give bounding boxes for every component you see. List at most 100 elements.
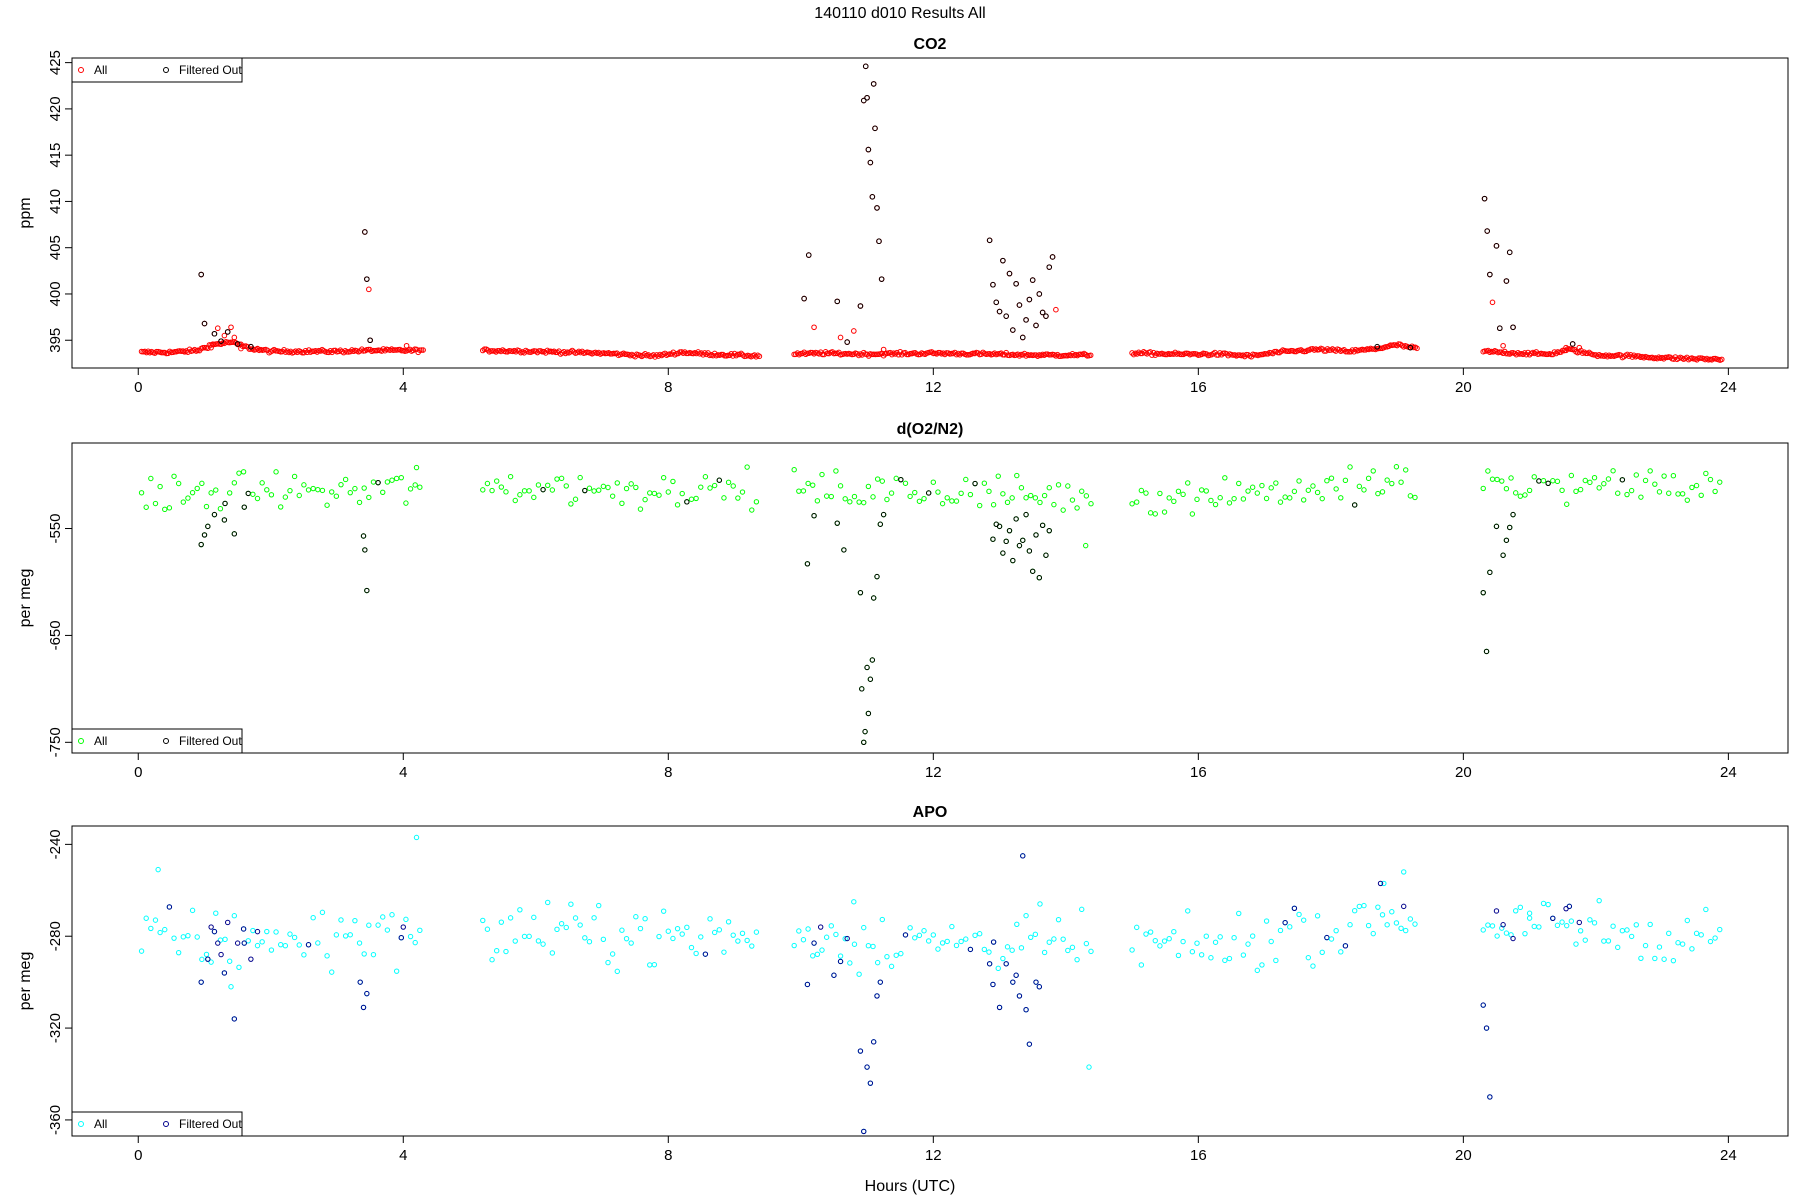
data-point (389, 477, 395, 483)
data-point (1217, 495, 1223, 501)
filtered-point (870, 81, 877, 87)
data-point (738, 350, 744, 357)
data-point (1377, 345, 1384, 352)
data-point (577, 922, 583, 928)
filtered-point (801, 295, 807, 302)
filtered-point (1324, 934, 1330, 941)
data-point (586, 939, 593, 945)
data-point (1489, 476, 1496, 482)
data-point (796, 928, 802, 934)
data-point (347, 489, 353, 496)
data-point (1545, 901, 1551, 908)
data-point (1218, 351, 1225, 358)
data-point (1342, 477, 1349, 484)
filtered-point (1046, 264, 1053, 270)
data-point (949, 498, 955, 504)
data-point (1074, 956, 1080, 963)
data-point (1175, 952, 1182, 959)
data-point (1379, 912, 1386, 918)
data-point (1670, 957, 1677, 964)
data-point (189, 907, 196, 914)
data-point (1138, 962, 1145, 968)
data-point (250, 491, 256, 497)
data-point (1065, 947, 1071, 954)
filtered-point (861, 1128, 867, 1135)
data-point (1161, 938, 1168, 944)
data-point (305, 487, 312, 493)
data-point (1273, 480, 1279, 486)
data-point (1319, 949, 1325, 955)
data-point (837, 483, 844, 489)
data-point (953, 498, 960, 504)
data-point (214, 325, 221, 332)
data-point (549, 487, 556, 493)
filtered-point (357, 979, 363, 985)
data-point (623, 935, 630, 942)
data-point (403, 916, 409, 923)
data-point (628, 481, 634, 487)
data-point (865, 942, 872, 949)
filtered-point (877, 979, 884, 985)
filtered-point (867, 159, 874, 166)
data-point (1074, 505, 1080, 511)
filtered-point (1000, 550, 1006, 556)
legend-label-all: All (94, 734, 107, 748)
data-point (356, 499, 363, 506)
data-point (484, 926, 491, 932)
filtered-point (1291, 905, 1298, 911)
data-point (1189, 949, 1196, 955)
data-point (1277, 927, 1284, 934)
filtered-point (1374, 343, 1381, 350)
data-point (1718, 356, 1725, 363)
filtered-point (841, 547, 847, 553)
filtered-point (804, 561, 811, 567)
data-point (1310, 963, 1316, 969)
data-point (1489, 299, 1496, 306)
y-tick-label: 425 (47, 50, 64, 75)
data-point (1503, 486, 1510, 492)
filtered-point (360, 533, 367, 539)
plot-frame (71, 57, 1789, 369)
data-point (526, 488, 532, 494)
filtered-point (1016, 302, 1023, 308)
data-point (928, 349, 935, 355)
data-point (1310, 483, 1316, 489)
data-point (1194, 940, 1200, 946)
data-point (245, 938, 251, 944)
filtered-point (1033, 979, 1039, 985)
filtered-point (1003, 313, 1009, 319)
data-point (1370, 930, 1376, 937)
data-point (939, 500, 946, 507)
data-point (347, 932, 353, 938)
data-point (1054, 351, 1061, 358)
data-point (1522, 930, 1528, 937)
data-point (1393, 920, 1400, 926)
data-point (1356, 903, 1363, 910)
data-point (1217, 934, 1223, 940)
filtered-point (211, 928, 218, 935)
data-point (1028, 492, 1034, 499)
data-point (1177, 351, 1183, 358)
data-point (805, 480, 811, 487)
data-point (796, 488, 802, 494)
data-point (380, 489, 386, 495)
data-point (407, 486, 414, 492)
data-point (1004, 944, 1011, 950)
legend-label-all: All (94, 63, 107, 77)
data-point (605, 959, 611, 966)
data-point (1291, 488, 1298, 495)
data-point (829, 349, 836, 355)
data-point (1689, 484, 1695, 491)
filtered-point (1036, 291, 1043, 297)
data-point (751, 352, 758, 358)
data-point (1268, 938, 1274, 945)
data-point (403, 342, 410, 349)
x-tick-label: 0 (134, 379, 142, 396)
legend-label-filtered: Filtered Out (179, 1117, 242, 1131)
data-point (1051, 501, 1057, 508)
filtered-point (869, 194, 876, 200)
data-point (656, 933, 662, 940)
data-point (907, 925, 913, 931)
data-point (370, 951, 377, 958)
data-point (833, 931, 839, 938)
